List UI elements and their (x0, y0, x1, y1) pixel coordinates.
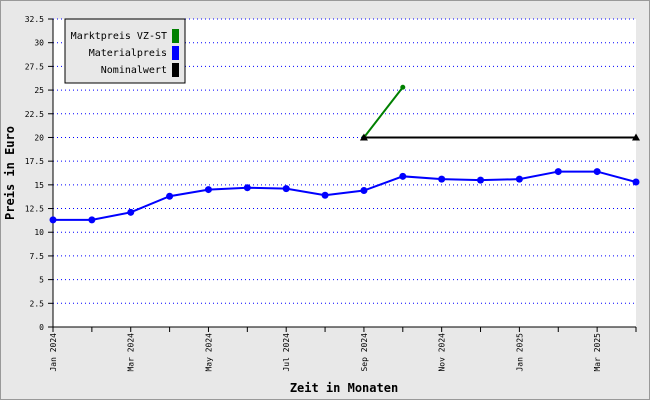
x-tick-label: Mar 2025 (593, 333, 602, 372)
point-marker (49, 216, 57, 224)
y-tick-label: 5 (39, 276, 44, 285)
legend-box (64, 18, 186, 84)
y-tick-label: 15 (34, 181, 44, 190)
point-marker (399, 172, 407, 180)
legend-label: Materialpreis (89, 48, 167, 59)
point-marker (127, 208, 135, 216)
y-tick-label: 0 (39, 323, 44, 332)
point-marker (477, 176, 485, 184)
point-marker (88, 216, 96, 224)
point-marker (282, 185, 290, 193)
legend-swatch (172, 46, 179, 60)
x-tick-label: Jan 2024 (49, 333, 58, 372)
x-tick-label: Jul 2024 (282, 333, 291, 372)
y-tick-label: 12.5 (25, 205, 44, 214)
y-tick-label: 20 (34, 133, 44, 142)
point-marker (632, 133, 640, 141)
y-tick-label: 22.5 (25, 110, 44, 119)
y-tick-label: 25 (34, 86, 44, 95)
point-marker (593, 168, 601, 176)
x-tick-label: Mar 2024 (127, 333, 136, 372)
y-tick-label: 7.5 (30, 252, 45, 261)
point-marker (554, 168, 562, 176)
x-tick-label: May 2024 (204, 333, 213, 372)
point-marker (321, 191, 329, 199)
point-marker (243, 184, 251, 192)
y-tick-label: 30 (34, 39, 44, 48)
point-marker (166, 192, 174, 200)
x-axis-title: Zeit in Monaten (290, 381, 398, 395)
point-marker (438, 175, 446, 183)
legend-label: Marktpreis VZ-ST (71, 31, 167, 42)
point-marker (515, 175, 523, 183)
y-tick-label: 10 (34, 228, 44, 237)
series-line (363, 86, 404, 139)
point-marker (360, 187, 368, 195)
y-tick-label: 32.5 (25, 15, 44, 24)
point-marker (359, 133, 368, 141)
series-line (53, 170, 637, 221)
point-marker (400, 84, 406, 90)
legend-swatch (172, 29, 179, 43)
legend-swatch (172, 63, 179, 77)
y-tick-label: 17.5 (25, 157, 44, 166)
x-tick-label: Sep 2024 (360, 333, 369, 372)
point-marker (204, 186, 212, 194)
y-tick-label: 2.5 (30, 299, 45, 308)
y-axis-title: Preis in Euro (3, 126, 17, 220)
point-marker (632, 178, 640, 186)
y-tick-label: 27.5 (25, 62, 44, 71)
legend-label: Nominalwert (101, 65, 167, 76)
x-tick-label: Jan 2025 (515, 333, 524, 372)
x-tick-label: Nov 2024 (438, 333, 447, 372)
